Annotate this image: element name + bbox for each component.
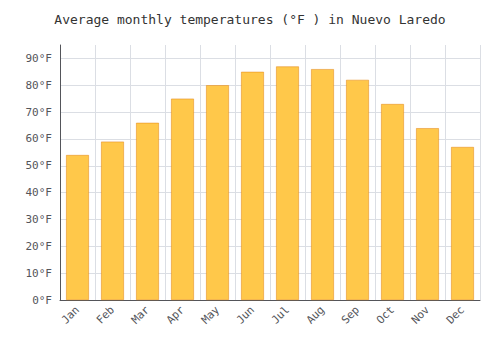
svg-text:Feb: Feb — [94, 303, 117, 326]
svg-text:0°F: 0°F — [32, 294, 52, 307]
svg-text:Jan: Jan — [59, 303, 82, 326]
svg-text:20°F: 20°F — [26, 240, 53, 253]
svg-text:Aug: Aug — [304, 303, 327, 326]
svg-text:60°F: 60°F — [26, 132, 53, 145]
svg-text:70°F: 70°F — [26, 106, 53, 119]
svg-text:40°F: 40°F — [26, 186, 53, 199]
svg-text:Oct: Oct — [374, 303, 397, 326]
svg-text:Sep: Sep — [339, 303, 362, 326]
svg-text:10°F: 10°F — [26, 267, 53, 280]
svg-text:50°F: 50°F — [26, 159, 53, 172]
svg-text:Mar: Mar — [129, 303, 152, 326]
svg-text:Nov: Nov — [409, 303, 432, 326]
svg-text:May: May — [199, 303, 222, 326]
svg-text:Dec: Dec — [444, 303, 467, 326]
svg-text:80°F: 80°F — [26, 79, 53, 92]
svg-text:Average monthly temperatures (: Average monthly temperatures (°F ) in Nu… — [54, 12, 445, 27]
svg-text:Jul: Jul — [269, 303, 292, 326]
svg-text:90°F: 90°F — [26, 52, 53, 65]
svg-text:30°F: 30°F — [26, 213, 53, 226]
svg-text:Apr: Apr — [164, 303, 187, 326]
svg-text:Jun: Jun — [234, 303, 257, 326]
